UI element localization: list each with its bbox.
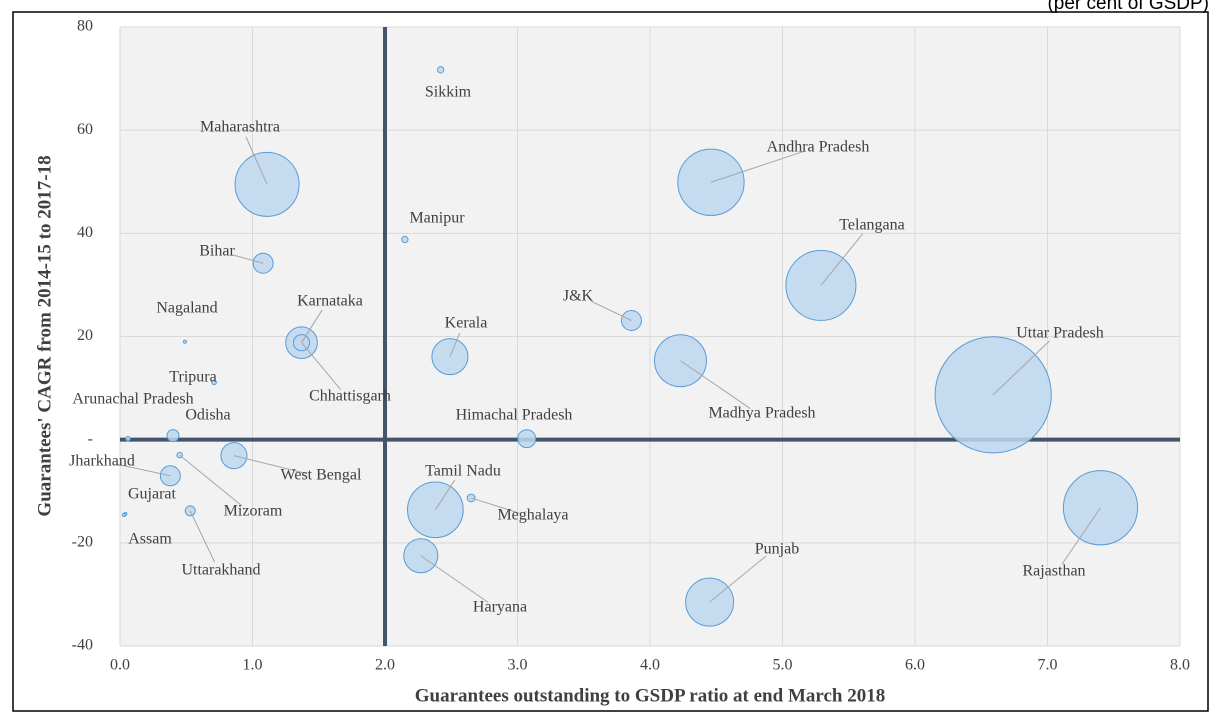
point-label: West Bengal	[281, 467, 362, 484]
x-tick-label: 8.0	[1170, 657, 1190, 674]
point-label: Himachal Pradesh	[456, 407, 573, 424]
point-label: Nagaland	[156, 300, 217, 317]
point-label: Odisha	[185, 407, 230, 424]
bubble	[166, 429, 180, 442]
point-label: J&K	[563, 288, 594, 305]
leader-line	[820, 233, 864, 286]
leader-line	[115, 463, 171, 477]
point-label: Manipur	[409, 210, 465, 227]
point-label: Tripura	[169, 369, 216, 386]
bubble	[401, 235, 409, 244]
bubble	[653, 334, 707, 388]
leader-line	[449, 332, 461, 357]
point-label: Telangana	[839, 217, 905, 234]
subtitle: (per cent of GSDP)	[1047, 0, 1209, 14]
point-label: Haryana	[473, 599, 527, 616]
x-tick-label: 2.0	[375, 657, 395, 674]
point-label: Sikkim	[425, 84, 472, 101]
y-tick-label: -40	[72, 637, 93, 654]
y-axis-title: Guarantees' CAGR from 2014-15 to 2017-18	[34, 155, 55, 516]
leader-line	[420, 555, 489, 603]
leader-line	[233, 455, 308, 475]
point-label: Meghalaya	[497, 507, 568, 524]
bubble	[125, 435, 131, 442]
point-label: Chhattisgarh	[309, 388, 391, 405]
point-label: Tamil Nadu	[425, 463, 501, 480]
bubble	[407, 481, 464, 539]
point-label: Mizoram	[224, 503, 283, 520]
point-label: Bihar	[199, 243, 235, 260]
y-tick-label: 20	[77, 327, 93, 344]
bubble	[121, 512, 127, 518]
x-tick-label: 0.0	[110, 657, 130, 674]
point-label: Rajasthan	[1022, 563, 1085, 580]
leader-line	[301, 342, 342, 390]
leader-line	[590, 300, 632, 321]
point-label: Madhya Pradesh	[708, 405, 815, 422]
leader-line	[470, 497, 520, 514]
leader-line	[710, 150, 805, 183]
x-tick-label: 5.0	[773, 657, 793, 674]
point-label: Karnataka	[297, 293, 363, 310]
x-tick-label: 7.0	[1038, 657, 1058, 674]
x-tick-label: 6.0	[905, 657, 925, 674]
x-axis-title: Guarantees outstanding to GSDP ratio at …	[415, 685, 885, 706]
point-label: Kerala	[445, 315, 488, 332]
bubble	[436, 66, 445, 74]
y-tick-label: 60	[77, 121, 93, 138]
leader-line	[189, 510, 216, 563]
leader-line	[1061, 507, 1101, 565]
leader-line	[301, 309, 323, 343]
leader-line	[680, 360, 751, 409]
x-tick-label: 4.0	[640, 657, 660, 674]
point-label: Maharashtra	[200, 119, 280, 136]
point-label: Uttarakhand	[181, 562, 260, 579]
y-tick-label: 40	[77, 224, 93, 241]
leader-line	[709, 555, 767, 603]
point-label: Andhra Pradesh	[767, 139, 870, 156]
point-label: Jharkhand	[69, 453, 135, 470]
grid	[119, 26, 1181, 647]
point-label: Arunachal Pradesh	[72, 391, 193, 408]
leader-line	[230, 253, 264, 264]
point-label: Uttar Pradesh	[1016, 325, 1104, 342]
point-label: Punjab	[755, 541, 799, 558]
leader-line	[179, 454, 243, 507]
bubbles	[115, 66, 1139, 627]
y-tick-label: -20	[72, 534, 93, 551]
y-tick-label: 80	[77, 18, 93, 35]
x-tick-label: 1.0	[243, 657, 263, 674]
bubble	[517, 429, 537, 449]
bubble	[182, 339, 188, 344]
y-tick-label: -	[88, 430, 93, 447]
leader-line	[992, 340, 1050, 396]
leader-line	[434, 479, 456, 511]
bubble	[211, 379, 217, 386]
point-label: Assam	[128, 531, 172, 548]
x-tick-label: 3.0	[508, 657, 528, 674]
point-label: Gujarat	[128, 486, 177, 503]
leader-line	[245, 136, 268, 185]
